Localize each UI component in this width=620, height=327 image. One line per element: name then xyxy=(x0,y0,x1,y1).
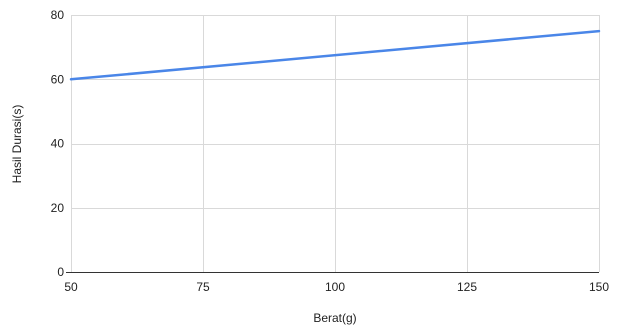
x-tick-label: 50 xyxy=(64,280,78,294)
y-tick-label: 80 xyxy=(51,8,65,22)
y-tick-label: 0 xyxy=(57,265,64,279)
x-tick-label: 100 xyxy=(325,280,345,294)
y-tick-label: 20 xyxy=(51,201,65,215)
series-line-1 xyxy=(69,29,601,81)
series-layer xyxy=(69,29,601,81)
x-tick-label: 125 xyxy=(457,280,477,294)
gridlines xyxy=(71,15,600,272)
tick-labels: 0 20 40 60 80 50 75 100 125 150 xyxy=(51,8,610,294)
y-tick-label: 60 xyxy=(51,72,65,86)
x-axis-label: Berat(g) xyxy=(313,311,356,325)
y-tick-label: 40 xyxy=(51,137,65,151)
x-tick-label: 150 xyxy=(589,280,609,294)
y-axis-label: Hasil Durasi(s) xyxy=(10,105,24,184)
x-tick-label: 75 xyxy=(196,280,210,294)
